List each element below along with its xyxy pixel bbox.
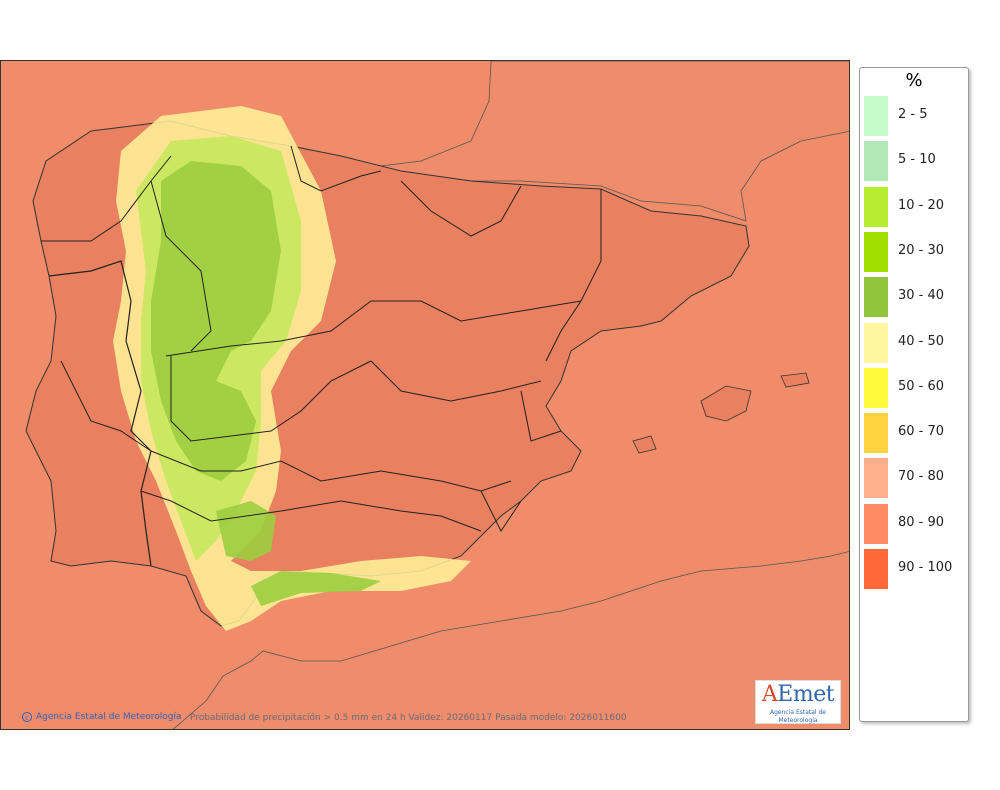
legend-swatch xyxy=(864,503,888,544)
legend-label: 50 - 60 xyxy=(898,378,945,394)
legend-swatch xyxy=(864,141,888,182)
legend-label: 40 - 50 xyxy=(898,333,945,349)
legend-swatch xyxy=(864,413,888,454)
menorca xyxy=(780,372,810,388)
legend-label: 30 - 40 xyxy=(898,288,945,304)
legend-swatch xyxy=(864,458,888,499)
france-landmass xyxy=(379,61,849,222)
logo-subtitle: Agencia Estatal de Meteorología xyxy=(769,709,826,724)
legend-label: 90 - 100 xyxy=(898,560,953,575)
aemet-logo: AEmet Agencia Estatal de Meteorología xyxy=(755,680,841,724)
legend-label: 80 - 90 xyxy=(898,514,945,530)
legend-item: 40 - 50 xyxy=(864,317,968,363)
legend-item: 5 - 10 xyxy=(864,135,968,182)
credit-text: Agencia Estatal de Meteorología xyxy=(36,712,182,722)
legend-swatch xyxy=(864,186,888,227)
legend-title: % xyxy=(905,70,923,91)
copyright-icon: c xyxy=(22,712,32,722)
legend-swatch xyxy=(864,322,888,363)
legend-swatch xyxy=(864,96,888,136)
legend-label: 20 - 30 xyxy=(898,242,945,258)
legend-label: 70 - 80 xyxy=(898,469,945,485)
low-prob-zone-south xyxy=(216,501,381,606)
precipitation-probability-map xyxy=(1,61,849,729)
logo-wordmark: AEmet xyxy=(761,682,835,707)
legend-swatch xyxy=(864,549,888,589)
legend-item: 20 - 30 xyxy=(864,226,968,272)
legend: % 2 - 5 5 - 10 10 - 20 20 - 30 30 - 40 40 - 5… xyxy=(859,67,969,722)
legend-label: 10 - 20 xyxy=(898,197,945,213)
legend-item: 70 - 80 xyxy=(864,452,968,499)
legend-label: 60 - 70 xyxy=(898,424,945,440)
legend-swatch xyxy=(864,367,888,408)
legend-label: 5 - 10 xyxy=(898,152,936,168)
forecast-map xyxy=(0,60,850,730)
legend-label: 2 - 5 xyxy=(898,107,928,122)
map-caption: Probabilidad de precipitación > 0.5 mm e… xyxy=(190,713,627,723)
portugal-border xyxy=(48,260,152,567)
legend-item: 60 - 70 xyxy=(864,407,968,454)
legend-item: 90 - 100 xyxy=(864,543,968,589)
ibiza xyxy=(632,435,657,454)
legend-item: 80 - 90 xyxy=(864,498,968,544)
mallorca xyxy=(700,385,752,422)
low-prob-zone-core xyxy=(151,161,281,481)
legend-item: 2 - 5 xyxy=(864,90,968,136)
legend-item: 30 - 40 xyxy=(864,271,968,318)
credit-line: c Agencia Estatal de Meteorología xyxy=(22,712,182,722)
legend-swatch xyxy=(864,231,888,272)
legend-swatch xyxy=(864,277,888,318)
legend-item: 50 - 60 xyxy=(864,362,968,408)
regional-borders xyxy=(41,145,602,532)
africa-landmass xyxy=(172,551,849,729)
legend-item: 10 - 20 xyxy=(864,181,968,227)
